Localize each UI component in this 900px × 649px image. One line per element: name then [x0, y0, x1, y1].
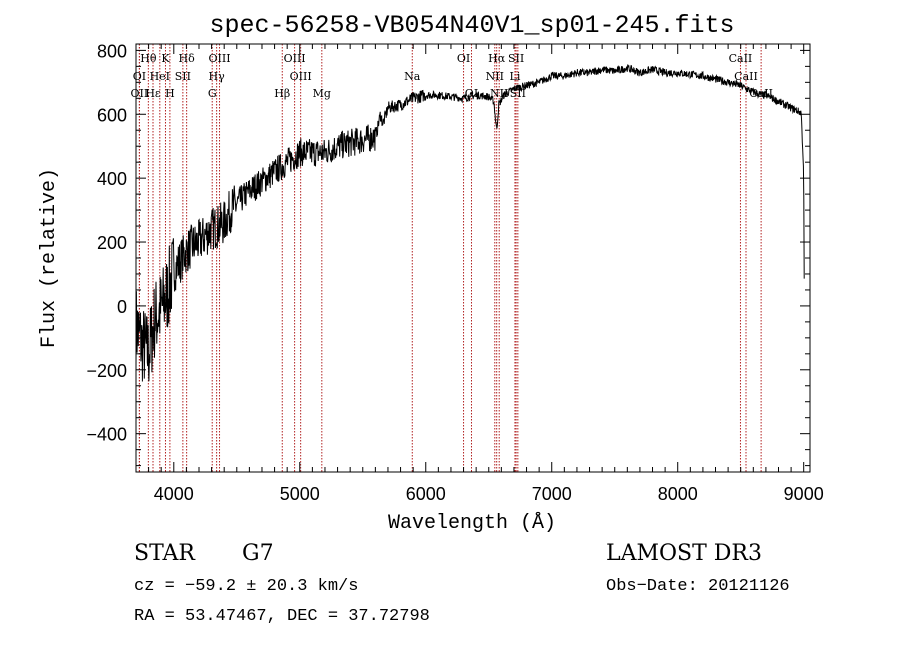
- y-axis-ticks: −400 −200 0 200 400 600 800: [86, 41, 810, 467]
- y-tick-label: 400: [97, 169, 127, 189]
- x-tick-label: 8000: [658, 484, 698, 504]
- line-label: NII: [486, 70, 504, 83]
- line-label: SII: [508, 52, 524, 65]
- x-axis-label: Wavelength (Å): [388, 512, 556, 535]
- chart-title: spec-56258-VB054N40V1_sp01-245.fits: [209, 11, 734, 40]
- series-line: [135, 64, 805, 382]
- x-tick-label: 5000: [280, 484, 320, 504]
- y-tick-label: 0: [117, 297, 127, 317]
- spectrum-series: [135, 64, 805, 382]
- object-subclass: G7: [242, 541, 274, 566]
- line-label: Li: [510, 70, 521, 83]
- y-tick-label: 600: [97, 105, 127, 125]
- line-label: Hα: [488, 52, 506, 65]
- line-label: G: [208, 87, 217, 100]
- sky-coordinates: RA = 53.47467, DEC = 37.72798: [134, 607, 430, 626]
- line-label: CaII: [734, 70, 758, 83]
- line-label: CaII: [729, 52, 753, 65]
- x-axis-ticks: 4000 5000 6000 7000 8000 9000: [135, 44, 824, 504]
- y-tick-label: −200: [86, 361, 127, 381]
- line-label: OI: [133, 70, 146, 83]
- x-tick-label: 6000: [406, 484, 446, 504]
- line-label: Na: [404, 70, 421, 83]
- survey-name: LAMOST DR3: [606, 541, 762, 566]
- line-label: HeI: [150, 70, 170, 83]
- redshift-cz: cz = −59.2 ± 20.3 km/s: [134, 577, 358, 596]
- line-label: Hγ: [209, 70, 226, 83]
- line-label: Hβ: [274, 87, 290, 100]
- line-label: Hδ: [179, 52, 196, 65]
- line-label: H: [165, 87, 175, 100]
- plot-frame: [135, 43, 811, 473]
- line-label: OIII: [284, 52, 306, 65]
- y-tick-label: 800: [97, 41, 127, 61]
- x-tick-label: 9000: [784, 484, 824, 504]
- line-label: OI: [457, 52, 470, 65]
- x-tick-label: 4000: [154, 484, 194, 504]
- line-label: Hε: [145, 87, 161, 100]
- line-label: OIII: [290, 70, 312, 83]
- y-axis-label: Flux (relative): [38, 168, 61, 348]
- line-label: SII: [175, 70, 191, 83]
- object-class: STAR: [134, 541, 196, 566]
- observation-date: Obs−Date: 20121126: [606, 577, 790, 596]
- y-tick-label: 200: [97, 233, 127, 253]
- line-label: Mg: [313, 87, 331, 100]
- x-tick-label: 7000: [532, 484, 572, 504]
- line-label: OIII: [208, 52, 230, 65]
- line-label: K: [161, 52, 170, 65]
- spectral-line-markers: [138, 44, 762, 472]
- y-tick-label: −400: [86, 425, 127, 445]
- line-label: OII: [131, 87, 149, 100]
- line-label: Hθ: [140, 52, 157, 65]
